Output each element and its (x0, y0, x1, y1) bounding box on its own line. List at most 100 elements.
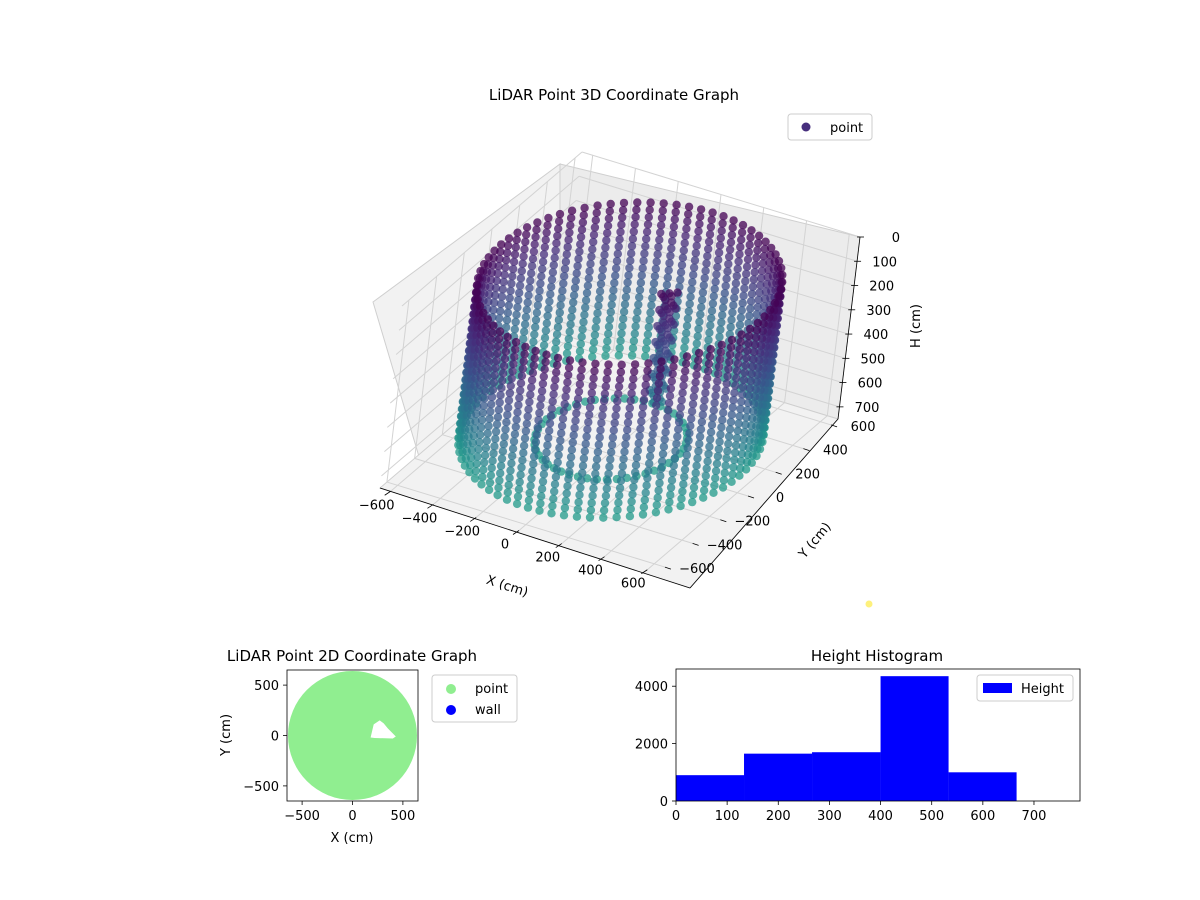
wall-point (601, 491, 611, 500)
wall-point (664, 406, 673, 415)
wall-point (774, 292, 783, 301)
wall-point (641, 380, 650, 390)
wall-point (777, 263, 786, 273)
wall-point (471, 467, 480, 476)
wall-point (706, 321, 715, 330)
wall-point (487, 463, 496, 473)
wall-point (649, 423, 658, 432)
wall-point (659, 199, 668, 208)
wall-point (546, 411, 556, 421)
wall-point (532, 430, 541, 439)
wall-point (714, 248, 724, 257)
z-ticks-3d: 0 100 200 300 400 500 600 700 (836, 231, 900, 416)
wall-point (520, 245, 529, 254)
wall-point (645, 205, 654, 215)
wall-point (581, 439, 590, 449)
wall-point (478, 472, 487, 482)
wall-point (502, 340, 511, 349)
wall-point (652, 393, 662, 403)
wall-point (707, 420, 717, 430)
wall-point (476, 423, 486, 432)
wall-point (681, 336, 690, 345)
wall-point (689, 263, 699, 272)
wall-point (747, 226, 756, 235)
wall-point (564, 334, 573, 344)
object-point (651, 337, 660, 347)
wall-point (699, 403, 708, 412)
wall-point (550, 382, 559, 392)
y-tick-mark (692, 543, 699, 546)
wall-point (638, 510, 648, 519)
wall-point (482, 436, 491, 445)
wall-point (640, 495, 649, 505)
wall-point (747, 289, 757, 299)
wall-point (570, 423, 579, 433)
wall-point (750, 347, 759, 357)
wall-point (738, 390, 747, 399)
point-cloud-3d (454, 198, 787, 522)
wall-point (536, 279, 545, 288)
wall-point (500, 354, 510, 363)
wall-point (559, 279, 568, 288)
wall-point (487, 335, 496, 345)
x-axis-label-2d: X (cm) (331, 831, 374, 846)
wall-point (618, 206, 628, 215)
wall-point (701, 388, 710, 398)
wall-point (630, 329, 639, 338)
wall-point (531, 437, 541, 447)
wall-point (515, 281, 525, 290)
wall-point (746, 233, 755, 242)
wall-point (535, 408, 544, 418)
wall-point (623, 425, 632, 435)
wall-point (684, 436, 693, 445)
wall-point (555, 443, 564, 452)
wall-point (568, 438, 577, 447)
wall-point (598, 265, 607, 274)
legend-2d-wall-marker (446, 705, 456, 715)
wall-point (742, 269, 751, 279)
wall-point (661, 428, 670, 437)
wall-point (579, 211, 588, 220)
wall-point (519, 357, 528, 366)
wall-point (638, 264, 647, 273)
wall-point (677, 396, 686, 405)
wall-point (724, 432, 734, 441)
wall-point (728, 403, 737, 412)
wall-point (531, 232, 540, 242)
wall-point (595, 294, 604, 303)
wall-point (681, 231, 690, 241)
y-tick-mark (830, 424, 838, 428)
object-point (665, 314, 674, 323)
wall-point (711, 466, 721, 476)
wall-point (603, 337, 612, 346)
wall-point (729, 216, 738, 225)
wall-point (491, 434, 500, 444)
wall-point (546, 290, 555, 299)
wall-point (575, 490, 584, 500)
wall-point (713, 377, 722, 386)
wall-point (503, 410, 512, 420)
wall-point (705, 230, 715, 239)
wall-point (536, 499, 545, 508)
x-tick-label: −200 (444, 524, 480, 539)
wall-point (565, 467, 574, 476)
wall-point (498, 285, 507, 294)
wall-point (664, 266, 673, 275)
wall-point (706, 435, 715, 444)
wall-point (615, 483, 625, 493)
wall-point (629, 227, 638, 236)
wall-point (537, 272, 546, 281)
wall-point (544, 213, 553, 223)
wall-point (550, 480, 560, 489)
wall-point (709, 292, 718, 301)
wall-point (719, 408, 728, 417)
wall-point (503, 332, 512, 342)
wall-point (690, 385, 699, 394)
wall-point (625, 403, 634, 413)
wall-point (695, 432, 705, 441)
wall-point (600, 498, 610, 508)
wall-point (606, 307, 615, 317)
histogram-bar (948, 772, 1017, 801)
wall-point (686, 292, 695, 301)
ticks-2d: −500 0 500 −500 0 500 (243, 679, 415, 824)
